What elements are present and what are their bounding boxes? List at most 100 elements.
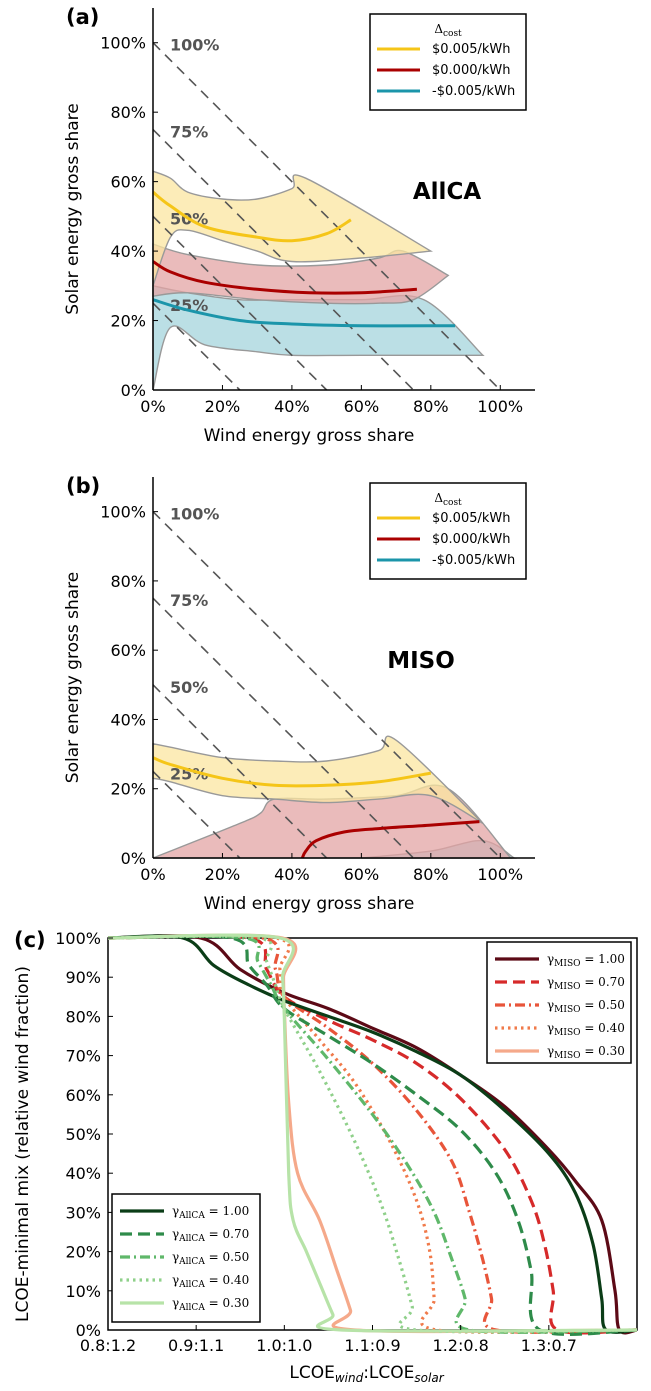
- x-tick-label: 60%: [344, 397, 380, 416]
- y-tick-label: 20%: [65, 1243, 101, 1262]
- series-line: [152, 298, 456, 328]
- region-label: MISO: [387, 648, 455, 674]
- x-tick-label: 0.8:1.2: [80, 1336, 136, 1355]
- legend-entry: -$0.005/kWh: [432, 84, 515, 99]
- panel-c: 0.8:1.2 0.9:1.1 1.0:1.0 1.1:0.9 1.2:0.8 1.3:0…: [13, 928, 638, 1385]
- legend-entry: γAllCA = 0.50: [172, 1250, 249, 1267]
- legend-entry: $0.005/kWh: [432, 42, 511, 57]
- legend-entry: γMISO = 0.40: [547, 1021, 625, 1038]
- y-tick-label: 60%: [110, 173, 146, 192]
- legend-entry: $0.005/kWh: [432, 511, 511, 526]
- x-tick-label: 40%: [274, 397, 310, 416]
- region-label: AllCA: [413, 179, 481, 205]
- y-tick-label: 60%: [65, 1086, 101, 1105]
- allca-series-line: [107, 934, 638, 1334]
- allca-series-line: [107, 933, 638, 1333]
- confidence-band: [152, 284, 485, 391]
- x-tick-label: 1.0:1.0: [256, 1336, 312, 1355]
- y-tick-label: 90%: [65, 968, 101, 987]
- x-tick-label: 0.9:1.1: [168, 1336, 224, 1355]
- y-tick-label: 30%: [65, 1203, 101, 1222]
- y-tick-label: 80%: [110, 103, 146, 122]
- iso-share-label: 25%: [170, 296, 208, 315]
- y-tick-label: 100%: [100, 34, 146, 53]
- series-line: [152, 190, 352, 243]
- x-tick-label: 100%: [477, 397, 523, 416]
- series-line: [152, 260, 417, 295]
- iso-share-line: [152, 42, 501, 391]
- y-tick-label: 0%: [121, 381, 146, 400]
- miso-series-line: [107, 934, 638, 1335]
- iso-share-label: 75%: [170, 591, 208, 610]
- x-tick-label: 80%: [413, 397, 449, 416]
- x-tick-label: 1.3:0.7: [521, 1336, 577, 1355]
- y-tick-label: 50%: [65, 1125, 101, 1144]
- iso-share-line: [152, 215, 328, 391]
- legend: Δcost$0.005/kWh$0.000/kWh-$0.005/kWh: [369, 13, 527, 111]
- x-axis-label: LCOEwind:LCOEsolar: [289, 1363, 444, 1385]
- x-axis-label: Wind energy gross share: [204, 426, 415, 446]
- legend-entry: $0.000/kWh: [432, 532, 511, 547]
- iso-share-label: 25%: [170, 764, 208, 783]
- y-tick-label: 20%: [110, 780, 146, 799]
- iso-share-label: 100%: [170, 505, 219, 524]
- y-tick-label: 100%: [100, 503, 146, 522]
- y-tick-label: 10%: [65, 1282, 101, 1301]
- iso-share-line: [152, 128, 415, 391]
- x-tick-label: 0%: [140, 865, 165, 884]
- x-tick-label: 1.1:0.9: [344, 1336, 400, 1355]
- iso-share-label: 50%: [170, 678, 208, 697]
- x-tick-label: 1.2:0.8: [433, 1336, 489, 1355]
- panel-letter: (b): [66, 474, 100, 498]
- y-tick-label: 60%: [110, 641, 146, 660]
- y-tick-label: 80%: [110, 572, 146, 591]
- x-tick-label: 0%: [140, 397, 165, 416]
- legend-box: [369, 482, 527, 580]
- y-tick-label: 40%: [110, 710, 146, 729]
- x-tick-label: 100%: [477, 865, 523, 884]
- legend-entry: -$0.005/kWh: [432, 553, 515, 568]
- y-tick-label: 0%: [121, 849, 146, 868]
- y-tick-label: 0%: [76, 1321, 101, 1340]
- panel-letter: (a): [66, 5, 99, 29]
- y-axis-label: Solar energy gross share: [63, 103, 83, 314]
- panel-a: 25%50%75%100%0% 20% 40% 60% 80% 100%0%20%40%6…: [63, 5, 535, 446]
- legend-box: [486, 941, 632, 1064]
- x-tick-label: 80%: [413, 865, 449, 884]
- plot-area: 25% 50% 75% 100%: [152, 505, 517, 859]
- x-tick-label: 40%: [274, 865, 310, 884]
- y-tick-label: 40%: [65, 1164, 101, 1183]
- x-tick-label: 60%: [344, 865, 380, 884]
- y-tick-label: 40%: [110, 242, 146, 261]
- allca-series-line: [107, 934, 638, 1336]
- legend-box: [369, 13, 527, 111]
- x-axis-label: Wind energy gross share: [204, 894, 415, 914]
- y-tick-label: 100%: [55, 929, 101, 948]
- y-axis-label: LCOE-minimal mix (relative wind fraction…: [13, 966, 33, 1322]
- miso-series-line: [107, 934, 638, 1334]
- legend-entry: $0.000/kWh: [432, 63, 511, 78]
- series-line: [300, 820, 480, 859]
- iso-share-line: [152, 770, 241, 859]
- iso-share-line: [152, 302, 241, 391]
- y-tick-label: 70%: [65, 1047, 101, 1066]
- x-tick-label: 20%: [205, 397, 241, 416]
- iso-share-line: [152, 511, 501, 859]
- legend: Δcost$0.005/kWh$0.000/kWh-$0.005/kWh: [369, 482, 527, 580]
- panel-b: 25% 50% 75% 100% 0% 20% 40% 60% 80% 100% 0% 20% 40% 6…: [63, 474, 535, 914]
- confidence-band: [152, 243, 450, 305]
- series-line: [152, 756, 432, 788]
- iso-share-label: 100%: [170, 36, 219, 55]
- legend-box: [111, 1193, 261, 1323]
- y-tick-label: 20%: [110, 312, 146, 331]
- x-tick-label: 20%: [205, 865, 241, 884]
- y-axis-label: Solar energy gross share: [63, 572, 83, 783]
- iso-share-label: 75%: [170, 123, 208, 142]
- iso-share-line: [152, 684, 328, 859]
- plot-area: 25%50%75%100%: [152, 36, 501, 391]
- iso-share-line: [152, 597, 415, 859]
- allca-series-line: [107, 934, 638, 1334]
